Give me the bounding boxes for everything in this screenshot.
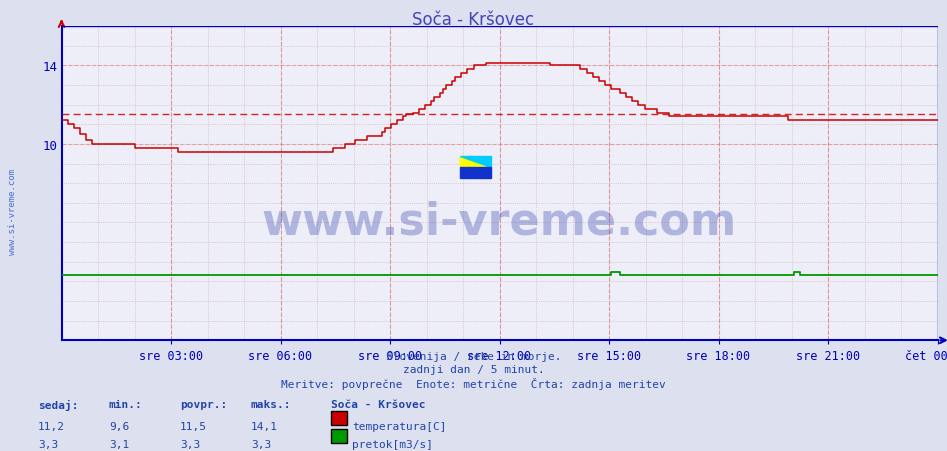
Text: Soča - Kršovec: Soča - Kršovec — [413, 11, 534, 29]
Text: 3,1: 3,1 — [109, 439, 129, 449]
Text: temperatura[C]: temperatura[C] — [352, 421, 447, 431]
Text: Meritve: povprečne  Enote: metrične  Črta: zadnja meritev: Meritve: povprečne Enote: metrične Črta:… — [281, 377, 666, 389]
Text: 3,3: 3,3 — [251, 439, 271, 449]
Text: povpr.:: povpr.: — [180, 399, 227, 409]
Text: 14,1: 14,1 — [251, 421, 278, 431]
Text: 11,2: 11,2 — [38, 421, 65, 431]
Polygon shape — [460, 157, 491, 168]
Text: www.si-vreme.com: www.si-vreme.com — [262, 200, 737, 243]
Text: zadnji dan / 5 minut.: zadnji dan / 5 minut. — [402, 364, 545, 374]
Text: pretok[m3/s]: pretok[m3/s] — [352, 439, 434, 449]
Text: www.si-vreme.com: www.si-vreme.com — [8, 169, 17, 255]
Text: 3,3: 3,3 — [180, 439, 200, 449]
Text: maks.:: maks.: — [251, 399, 292, 409]
Text: 3,3: 3,3 — [38, 439, 58, 449]
Text: Soča - Kršovec: Soča - Kršovec — [331, 399, 426, 409]
Text: Slovenija / reke in morje.: Slovenija / reke in morje. — [385, 351, 562, 361]
Text: 11,5: 11,5 — [180, 421, 207, 431]
Polygon shape — [460, 168, 491, 179]
Text: sedaj:: sedaj: — [38, 399, 79, 410]
Text: 9,6: 9,6 — [109, 421, 129, 431]
Text: min.:: min.: — [109, 399, 143, 409]
Polygon shape — [460, 157, 491, 168]
